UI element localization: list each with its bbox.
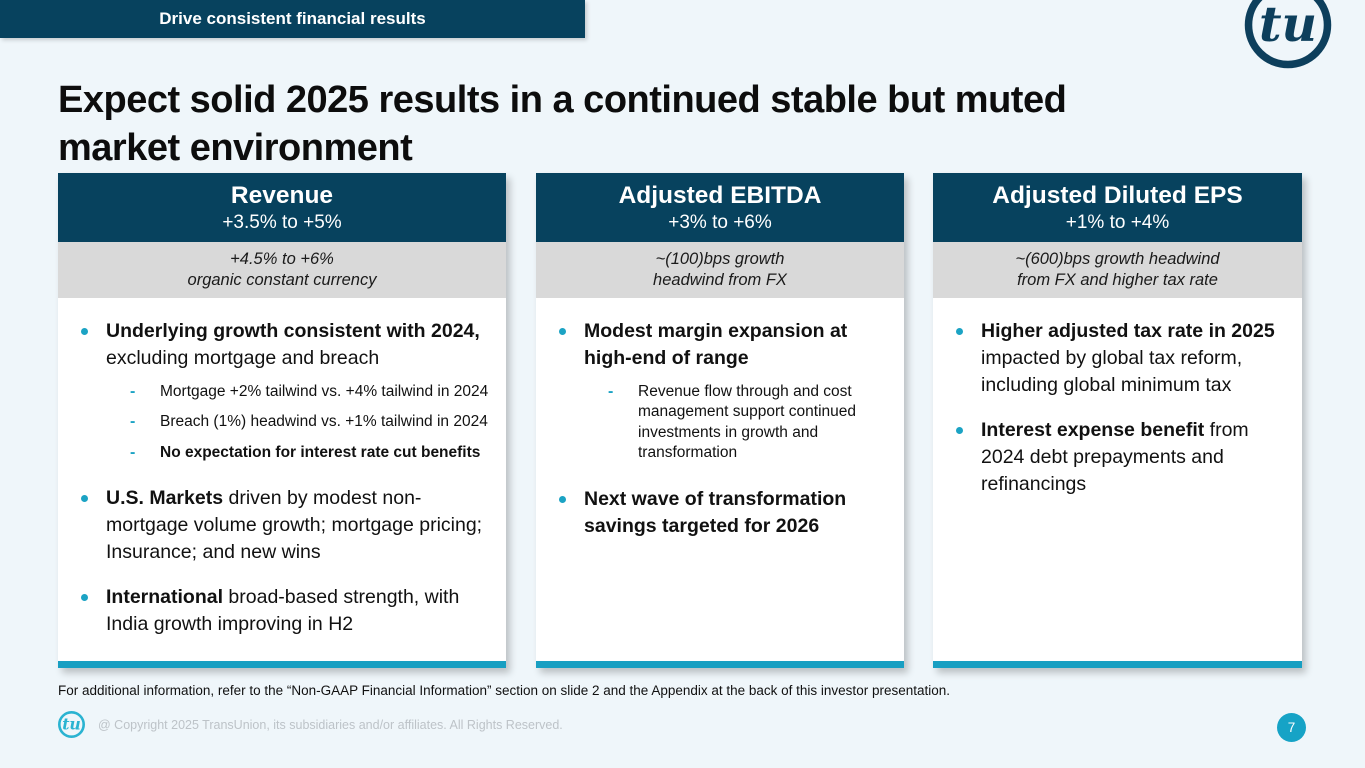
card-ebitda-range: +3% to +6% [668,212,772,233]
card-eps-note-line2: from FX and higher tax rate [1017,271,1218,289]
card-eps-body: Higher adjusted tax rate in 2025 impacte… [933,298,1302,661]
bullet-item: Interest expense benefit from 2024 debt … [951,417,1288,498]
bullet-lead: Higher adjusted tax rate in 2025 [981,320,1275,342]
card-revenue-note-line2: organic constant currency [187,271,377,289]
card-revenue-note-line1: +4.5% to +6% [230,250,334,268]
card-ebitda-note-line1: ~(100)bps growth [655,250,785,268]
bullet-lead: International [106,585,224,608]
bullet-lead: U.S. Markets [106,487,224,510]
bullet-lead: Interest expense benefit [981,418,1205,441]
sub-bullet-item: No expectation for interest rate cut ben… [128,442,492,464]
section-banner-label: Drive consistent financial results [159,9,426,28]
bullet-rest: impacted by global tax reform, including… [981,346,1243,396]
card-eps-note: ~(600)bps growth headwind from FX and hi… [933,242,1302,298]
bullet-rest: excluding mortgage and breach [106,346,380,369]
section-banner: Drive consistent financial results [0,0,585,38]
card-adjusted-ebitda: Adjusted EBITDA +3% to +6% ~(100)bps gro… [536,173,904,668]
bullet-lead: Underlying growth consistent with 2024, [106,320,480,342]
card-ebitda-header: Adjusted EBITDA +3% to +6% [536,173,904,242]
bullet-rest: from 2024 debt prepayments and refinanci… [981,418,1249,495]
card-ebitda-note-line2: headwind from FX [653,271,787,289]
transunion-logo-small-icon: tu [58,711,85,738]
card-accent-bar [58,661,506,668]
copyright-row: tu @ Copyright 2025 TransUnion, its subs… [57,710,563,739]
card-adjusted-diluted-eps: Adjusted Diluted EPS +1% to +4% ~(600)bp… [933,173,1302,668]
bullet-item: Higher adjusted tax rate in 2025 impacte… [951,318,1288,399]
card-eps-note-line1: ~(600)bps growth headwind [1015,250,1220,268]
page-title-line-1: Expect solid 2025 results in a continued… [58,79,1067,122]
bullet-rest: broad-based strength, with India growth … [106,585,460,635]
card-eps-title: Adjusted Diluted EPS [992,182,1243,209]
card-ebitda-note: ~(100)bps growth headwind from FX [536,242,904,298]
bullet-item: International broad-based strength, with… [76,584,492,638]
card-accent-bar [933,661,1302,668]
footnote: For additional information, refer to the… [58,683,950,698]
sub-bullet-item: Mortgage +2% tailwind vs. +4% tailwind i… [128,381,492,403]
card-revenue-note: +4.5% to +6% organic constant currency [58,242,506,298]
card-revenue-title: Revenue [230,182,334,209]
page-number-badge: 7 [1277,713,1306,742]
card-revenue: Revenue +3.5% to +5% +4.5% to +6% organi… [58,173,506,668]
bullet-rest: driven by modest non-mortgage volume gro… [106,487,483,563]
copyright-text: @ Copyright 2025 TransUnion, its subsidi… [98,717,563,732]
page-number: 7 [1287,720,1296,735]
bullet-item: Next wave of transformation savings targ… [554,486,890,540]
card-ebitda-body: Modest margin expansion at high-end of r… [536,298,904,661]
sub-bullet-list: Revenue flow through and cost management… [584,381,890,464]
page-title-line-2: market environment [58,127,413,170]
bullet-lead: Next wave of transformation savings targ… [584,487,847,537]
bullet-item: Underlying growth consistent with 2024, … [76,318,492,463]
card-revenue-header: Revenue +3.5% to +5% [58,173,506,242]
card-revenue-body: Underlying growth consistent with 2024, … [58,298,506,661]
card-revenue-range: +3.5% to +5% [222,212,342,233]
card-eps-header: Adjusted Diluted EPS +1% to +4% [933,173,1302,242]
bullet-item: U.S. Markets driven by modest non-mortga… [76,485,492,566]
sub-bullet-item: Revenue flow through and cost management… [606,381,890,464]
card-ebitda-title: Adjusted EBITDA [618,182,822,209]
page-title: Expect solid 2025 results in a continued… [58,77,1298,173]
bullet-lead: Modest margin expansion at high-end of r… [584,320,848,369]
sub-bullet-item: Breach (1%) headwind vs. +1% tailwind in… [128,411,492,433]
bullet-item: Modest margin expansion at high-end of r… [554,318,890,464]
sub-bullet-list: Mortgage +2% tailwind vs. +4% tailwind i… [106,381,492,464]
card-accent-bar [536,661,904,668]
transunion-logo-small-text: tu [62,715,81,734]
transunion-logo-icon: tu [1244,0,1332,69]
transunion-logo-text: tu [1259,0,1317,53]
card-eps-range: +1% to +4% [1065,212,1170,233]
